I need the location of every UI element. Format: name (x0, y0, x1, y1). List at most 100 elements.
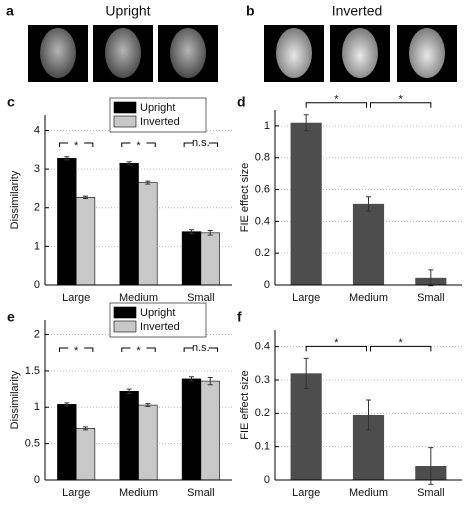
x-tick-label: Large (292, 292, 320, 304)
bar (181, 231, 202, 286)
annotation: * (136, 345, 141, 357)
x-tick-label: Medium (349, 292, 388, 304)
annotation: * (399, 94, 404, 106)
annotation: * (334, 94, 339, 106)
error-bar (64, 156, 70, 161)
panel-title: Upright (105, 3, 150, 19)
bar (290, 122, 322, 286)
error-bar (207, 376, 213, 386)
y-tick-label: 2 (34, 328, 40, 340)
bar (57, 157, 77, 286)
annotation: n.s. (192, 137, 210, 149)
annotation: * (74, 140, 79, 152)
error-bar (207, 230, 213, 236)
y-tick-label: 1 (34, 240, 40, 252)
annotation: n.s. (192, 342, 210, 354)
significance-bracket (183, 347, 219, 352)
y-tick-label: 0.2 (255, 407, 270, 419)
error-bar (428, 269, 434, 287)
y-tick-label: 0 (34, 279, 40, 291)
bar (290, 373, 322, 480)
x-tick-label: Small (417, 487, 445, 499)
y-tick-label: 0.8 (255, 152, 270, 164)
x-tick-label: Small (187, 292, 215, 304)
error-bar (145, 180, 151, 185)
significance-bracket (58, 347, 94, 352)
y-tick-label: 0.5 (25, 438, 40, 450)
significance-bracket (121, 142, 156, 147)
bar (352, 203, 385, 285)
y-tick-label: 1 (34, 401, 40, 413)
significance-bracket (305, 102, 367, 108)
x-tick-label: Large (62, 292, 90, 304)
significance-bracket (305, 345, 367, 352)
significance-bracket (370, 102, 432, 108)
legend-label: Upright (140, 307, 175, 319)
error-bar (303, 357, 309, 389)
error-bar (188, 229, 194, 235)
panel-label: d (237, 94, 246, 110)
x-tick-label: Medium (119, 292, 158, 304)
error-bar (145, 403, 151, 408)
bar (119, 390, 139, 481)
legend-label: Inverted (140, 321, 180, 333)
x-tick-label: Medium (349, 487, 388, 499)
y-axis-label: FIE effect size (239, 370, 251, 440)
face-images (28, 25, 457, 82)
legend-swatch (113, 306, 137, 319)
legend-swatch (113, 115, 137, 128)
x-tick-label: Medium (119, 487, 158, 499)
y-tick-label: 0 (34, 474, 40, 486)
y-tick-label: 0.2 (255, 247, 270, 259)
y-tick-label: 3 (34, 163, 40, 175)
error-bar (366, 399, 371, 431)
bar (57, 404, 77, 481)
error-bar (428, 447, 434, 485)
significance-bracket (121, 347, 156, 352)
legend-label: Inverted (140, 116, 180, 128)
error-bar (126, 161, 132, 166)
x-tick-label: Large (62, 487, 90, 499)
annotation: * (74, 345, 79, 357)
y-tick-label: 0 (264, 279, 270, 291)
bar (75, 196, 96, 286)
y-tick-label: 0 (264, 474, 270, 486)
significance-bracket (370, 345, 432, 352)
x-tick-label: Small (187, 487, 215, 499)
annotation: * (399, 337, 404, 349)
legend-swatch (113, 320, 137, 333)
x-tick-label: Small (417, 292, 445, 304)
annotation: * (334, 337, 339, 349)
bar (138, 182, 158, 286)
y-axis-label: Dissimilarity (9, 170, 21, 229)
bar (181, 378, 202, 481)
y-tick-label: 0.1 (255, 441, 270, 453)
bar (138, 404, 158, 481)
error-bar (83, 426, 89, 431)
annotation: * (136, 140, 141, 152)
y-tick-label: 4 (34, 124, 40, 136)
y-axis-label: Dissimilarity (9, 370, 21, 429)
y-tick-label: 0.4 (255, 341, 270, 353)
panel-label: b (246, 3, 255, 19)
panel-label: e (7, 309, 15, 325)
y-tick-label: 1.5 (25, 365, 40, 377)
error-bar (126, 388, 132, 394)
error-bar (188, 376, 194, 382)
y-tick-label: 2 (34, 202, 40, 214)
significance-bracket (183, 142, 219, 147)
y-tick-label: 1 (264, 120, 270, 132)
panel-title: Inverted (332, 3, 383, 19)
bar (75, 428, 96, 481)
y-tick-label: 0.3 (255, 374, 270, 386)
bar (200, 380, 220, 481)
error-bar (83, 195, 89, 199)
x-tick-label: Large (292, 487, 320, 499)
panel-label: a (6, 3, 14, 19)
error-bar (303, 114, 309, 132)
error-bar (64, 402, 70, 407)
bar (200, 232, 220, 286)
significance-bracket (58, 142, 94, 147)
bar (119, 162, 139, 286)
